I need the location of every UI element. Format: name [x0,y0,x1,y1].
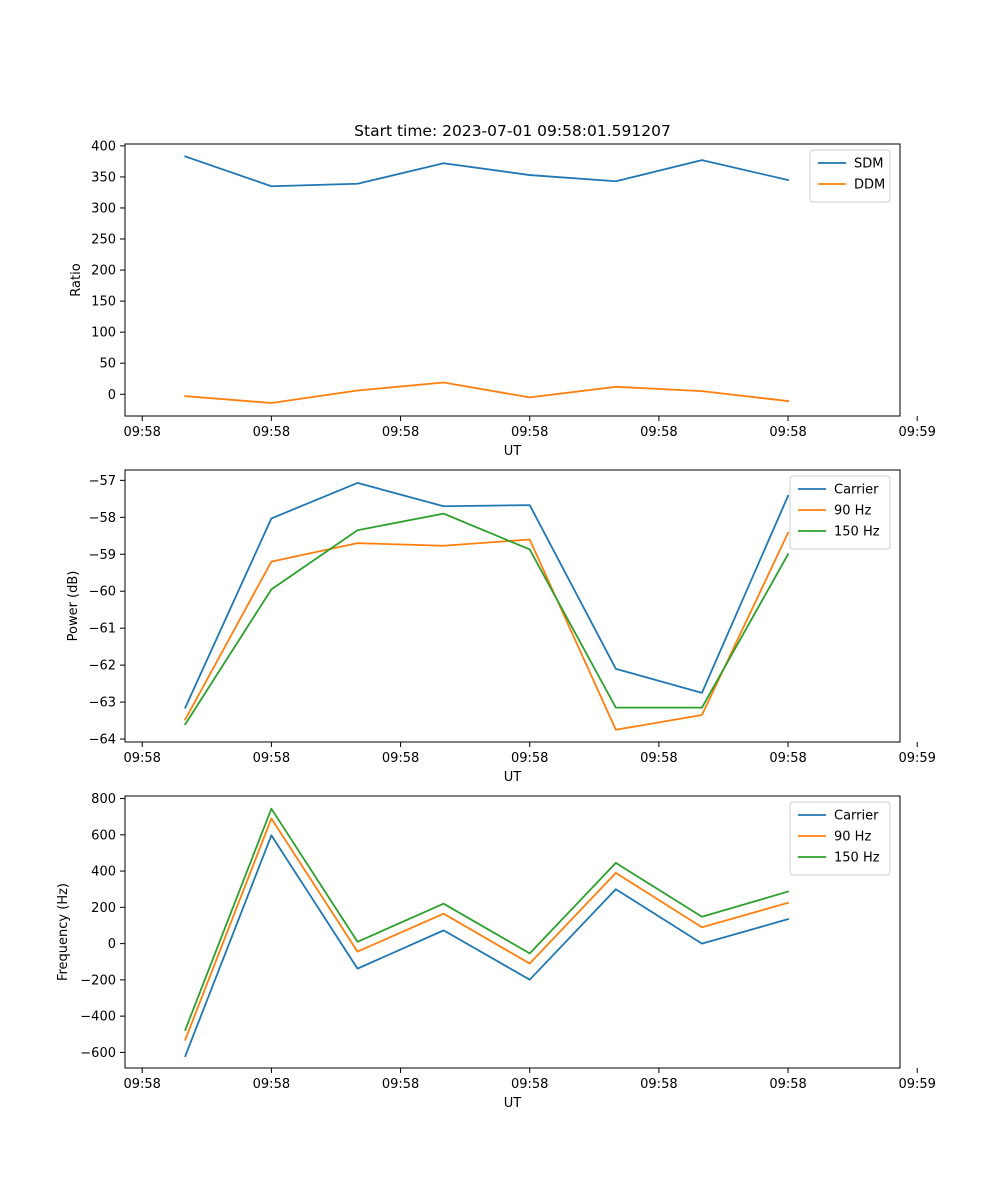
ratio-x-tick-label: 09:59 [898,425,935,440]
power-x-tick-label: 09:58 [640,751,677,766]
power-x-axis-label: UT [504,770,522,785]
ratio-y-tick-label: 150 [91,295,116,310]
frequency-x-tick-label: 09:58 [253,1077,290,1092]
ratio-y-tick-label: 400 [91,139,116,154]
power-y-tick-label: −61 [89,622,116,637]
chart-power: 09:58 09:58 09:58 09:58 09:58 09:58 09:59 −64 −6… [66,469,936,785]
ratio-y-tick-label: 250 [91,233,116,248]
power-y-tick-label: −57 [89,474,116,489]
plots-container: 09:58 09:58 09:58 09:58 09:58 09:58 09:59 0 50 10… [56,139,936,1111]
frequency-series-90-hz-line [184,817,790,1041]
frequency-legend-label: Carrier [834,809,879,824]
ratio-y-axis-label: Ratio [69,263,84,296]
frequency-legend: Carrier 90 Hz 150 Hz [789,801,891,876]
ratio-y-tick-label: 350 [91,170,116,185]
frequency-y-tick-label: −400 [80,1010,116,1025]
ratio-series-ddm-line [184,381,790,404]
power-axes-frame [124,469,901,743]
frequency-y-axis-label: Frequency (Hz) [56,883,71,981]
frequency-x-tick-label: 09:58 [123,1077,160,1092]
frequency-x-tick-label: 09:58 [640,1077,677,1092]
ratio-x-axis-label: UT [504,444,522,459]
frequency-series-carrier-line [184,834,790,1058]
frequency-y-tick-label: 800 [91,792,116,807]
power-legend: Carrier 90 Hz 150 Hz [789,475,891,550]
frequency-x-tick-label: 09:59 [898,1077,935,1092]
ratio-y-tick-label: 100 [91,326,116,341]
power-series-carrier-line [184,482,790,709]
ratio-x-tick-label: 09:58 [769,425,806,440]
power-x-tick-label: 09:58 [511,751,548,766]
frequency-y-tick-label: −200 [80,973,116,988]
frequency-y-tick-label: 0 [108,937,116,952]
frequency-legend-label: 150 Hz [834,851,880,866]
ratio-x-tick-label: 09:58 [253,425,290,440]
ratio-axes-frame [124,143,901,417]
power-legend-label: 150 Hz [834,525,880,540]
ratio-y-tick-label: 200 [91,264,116,279]
chart-frequency: 09:58 09:58 09:58 09:58 09:58 09:58 09:59 −600 −… [56,792,936,1111]
ratio-x-tick-label: 09:58 [123,425,160,440]
ratio-x-tick-label: 09:58 [511,425,548,440]
ratio-x-tick-label: 09:58 [640,425,677,440]
ratio-y-tick-label: 300 [91,201,116,216]
ratio-legend-label: SDM [854,157,883,172]
power-x-tick-label: 09:58 [769,751,806,766]
chart-ratio: 09:58 09:58 09:58 09:58 09:58 09:58 09:59 0 50 10… [69,139,936,459]
ratio-y-tick-label: 50 [99,357,116,372]
power-x-tick-label: 09:58 [123,751,160,766]
frequency-x-tick-label: 09:58 [382,1077,419,1092]
ratio-legend: SDM DDM [809,149,891,203]
frequency-legend-label: 90 Hz [834,830,871,845]
frequency-series-150-hz-line [184,807,790,1032]
power-y-tick-label: −62 [89,659,116,674]
frequency-y-tick-label: 200 [91,901,116,916]
power-y-tick-label: −59 [89,548,116,563]
frequency-x-axis-label: UT [504,1096,522,1111]
power-legend-label: 90 Hz [834,504,871,519]
power-x-tick-label: 09:58 [253,751,290,766]
frequency-x-tick-label: 09:58 [769,1077,806,1092]
ratio-legend-label: DDM [854,178,885,193]
ratio-y-tick-label: 0 [108,388,116,403]
frequency-x-tick-label: 09:58 [511,1077,548,1092]
chart-title: Start time: 2023-07-01 09:58:01.591207 [354,122,671,140]
power-y-tick-label: −60 [89,585,116,600]
ratio-series-sdm-line [184,155,790,188]
power-series-150-hz-line [184,512,790,726]
power-x-tick-label: 09:59 [898,751,935,766]
power-y-tick-label: −63 [89,696,116,711]
power-y-tick-label: −64 [89,733,116,748]
power-y-tick-label: −58 [89,511,116,526]
ratio-x-tick-label: 09:58 [382,425,419,440]
power-x-tick-label: 09:58 [382,751,419,766]
frequency-y-tick-label: 400 [91,865,116,880]
frequency-y-tick-label: 600 [91,828,116,843]
frequency-y-tick-label: −600 [80,1046,116,1061]
frequency-axes-frame [124,795,901,1069]
power-legend-label: Carrier [834,483,879,498]
power-series-90-hz-line [184,531,790,731]
power-y-axis-label: Power (dB) [66,571,81,642]
